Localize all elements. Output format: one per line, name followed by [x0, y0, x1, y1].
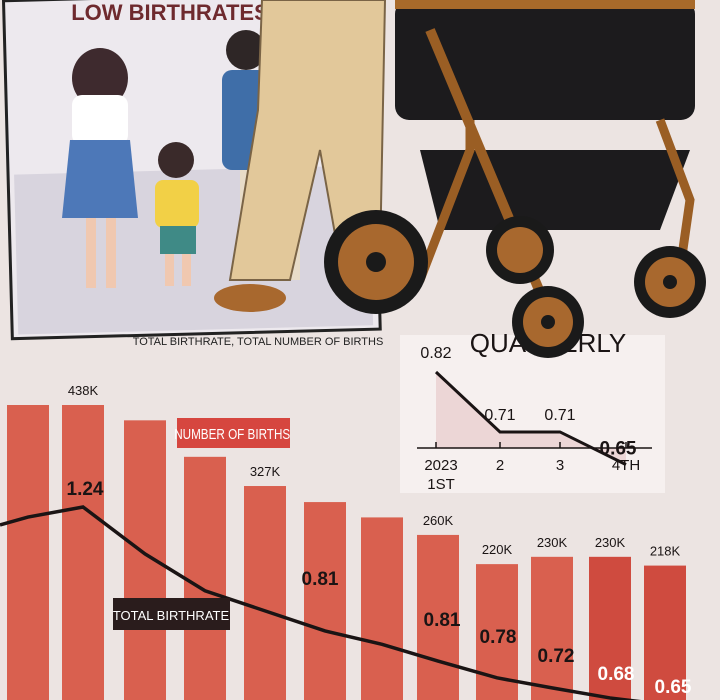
child-figure-icon	[155, 142, 199, 286]
birthrate-label: 0.81	[424, 610, 461, 631]
quarterly-category-label: 4TH	[612, 457, 640, 474]
births-bar	[62, 405, 104, 700]
quarterly-category-label: 2	[496, 457, 504, 474]
births-bar-label: 327K	[250, 464, 281, 479]
births-bar	[644, 565, 686, 700]
adult-legs-icon	[214, 0, 387, 312]
bars-group	[7, 405, 686, 700]
births-bar-label: 260K	[423, 513, 454, 528]
quarterly-value-label: 0.82	[420, 345, 451, 362]
legend-births-label: NUMBER OF BIRTHS	[174, 426, 290, 442]
birthrate-label: 0.65	[655, 677, 692, 698]
quarterly-category-label: 1ST	[427, 476, 455, 493]
bar-labels-group: 438K 327K 260K 220K 230K 230K 218K	[68, 383, 681, 559]
girl-figure-icon	[62, 48, 138, 288]
births-bar	[244, 486, 286, 700]
birthrate-label: 0.81	[302, 569, 339, 590]
births-bar-label: 438K	[68, 383, 99, 398]
rate-labels-group: 1.24 0.81 0.81 0.78 0.72 0.68 0.65	[67, 479, 692, 698]
birthrate-label: 0.78	[480, 627, 517, 648]
quarterly-category-label: 3	[556, 457, 564, 474]
legend-rate-box	[113, 598, 230, 630]
birthrate-label: 0.68	[598, 664, 635, 685]
births-bar	[361, 517, 403, 700]
illustration-panel: LOW BIRTHRATES	[1, 0, 387, 341]
legend-rate-label: TOTAL BIRTHRATE	[113, 608, 230, 623]
illustration-title: LOW BIRTHRATES	[71, 0, 269, 25]
birthrate-label: 0.72	[538, 646, 575, 667]
quarterly-value-label: 0.71	[484, 407, 515, 424]
births-bar	[124, 420, 166, 700]
births-bar	[184, 456, 226, 700]
quarterly-ticks	[435, 442, 627, 448]
births-bar-label: 230K	[595, 535, 626, 550]
birthrate-label: 1.24	[67, 479, 104, 500]
quarterly-value-label: 0.65	[600, 439, 637, 460]
legend-births-box	[177, 418, 290, 448]
quarterly-category-label: 2023	[424, 457, 457, 474]
quarterly-value-label: 0.71	[544, 407, 575, 424]
birthrate-line	[0, 505, 642, 700]
chart-caption: TOTAL BIRTHRATE, TOTAL NUMBER OF BIRTHS	[133, 336, 384, 348]
births-bar	[417, 534, 459, 700]
births-bar-label: 230K	[537, 535, 568, 550]
births-bar	[531, 556, 573, 700]
stroller-icon	[324, 0, 706, 358]
births-bar	[7, 405, 49, 700]
births-bar	[589, 556, 631, 700]
births-bar	[304, 502, 346, 700]
births-bar-label: 218K	[650, 544, 681, 559]
births-bar-label: 220K	[482, 542, 513, 557]
